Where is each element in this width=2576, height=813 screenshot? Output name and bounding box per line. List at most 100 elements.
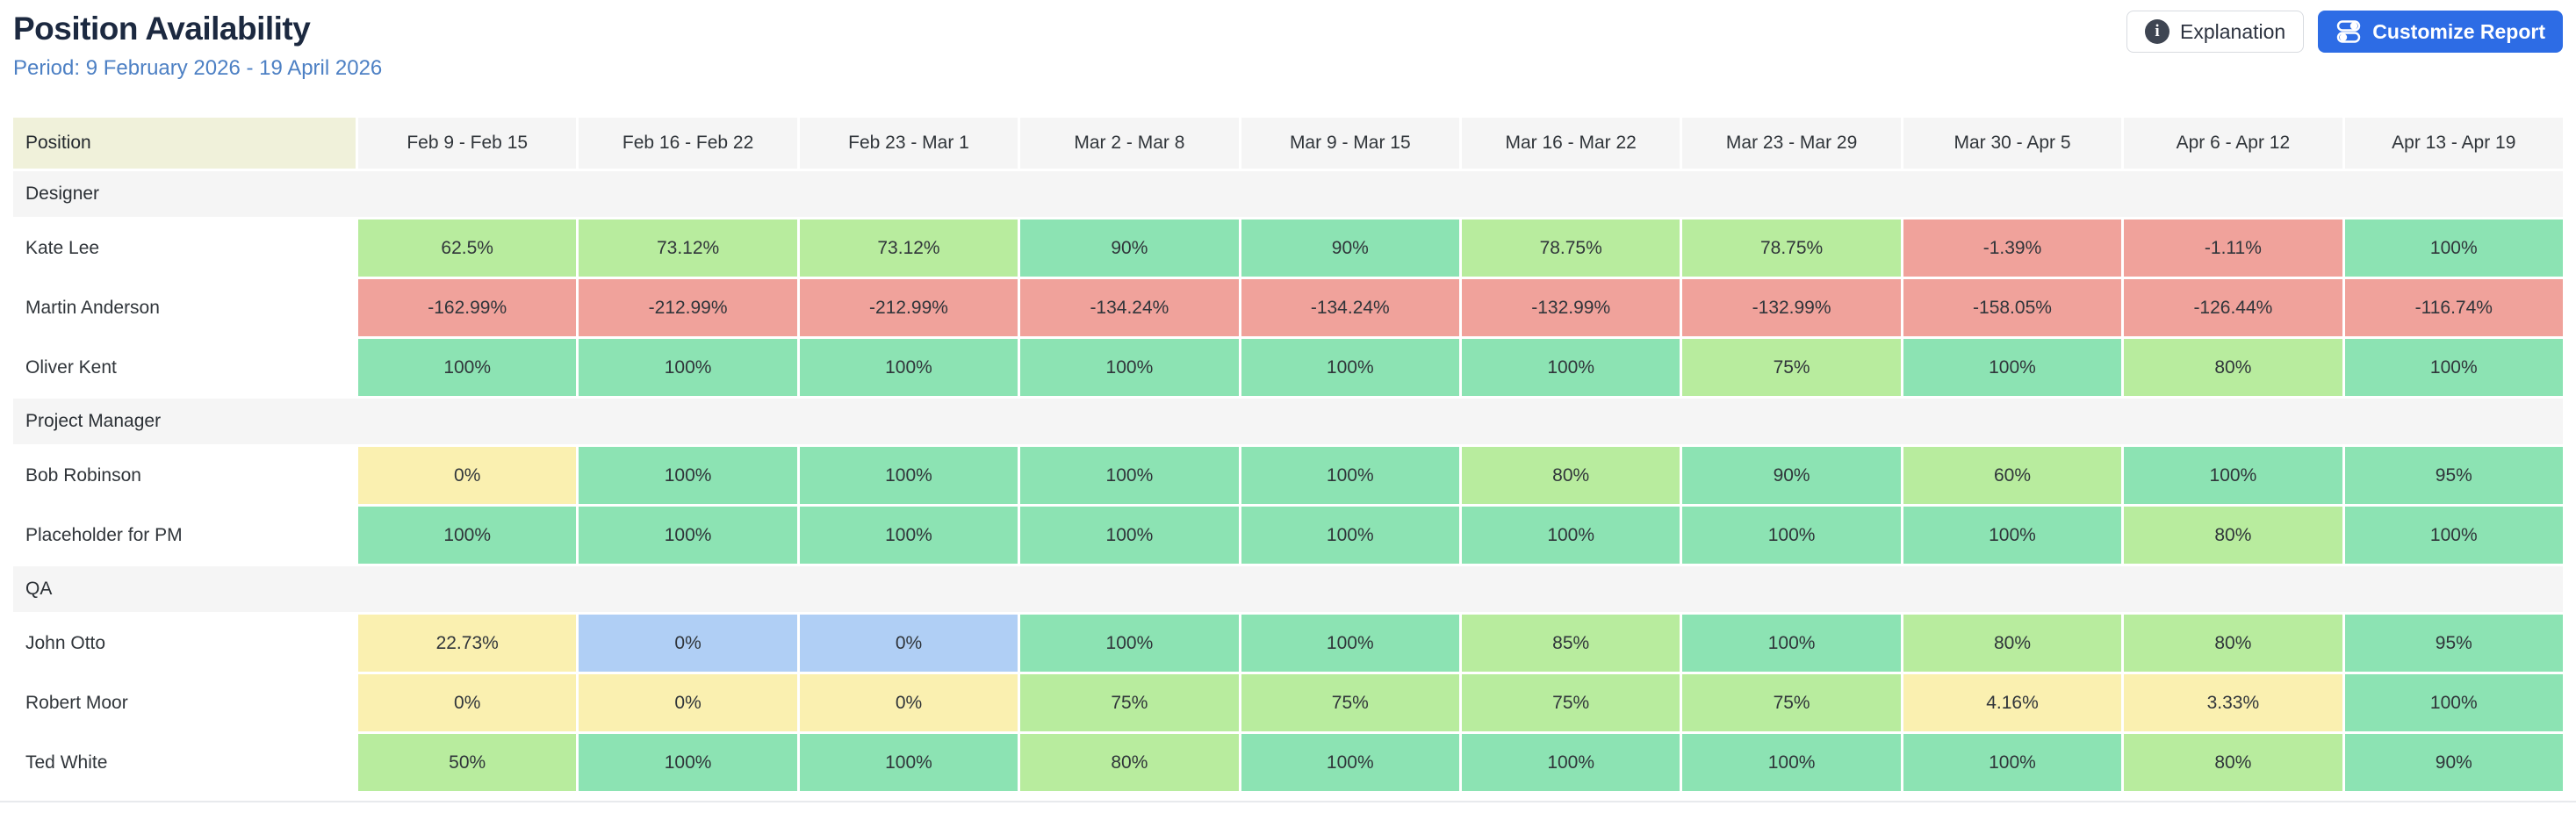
column-header-week-10: Apr 13 - Apr 19 [2344, 118, 2563, 169]
person-name-cell: Kate Lee [13, 219, 356, 277]
availability-cell: -134.24% [1020, 279, 1239, 336]
availability-cell: -132.99% [1461, 279, 1680, 336]
availability-cell: 100% [799, 339, 1018, 396]
explanation-button[interactable]: i Explanation [2126, 11, 2305, 53]
column-header-week-5: Mar 9 - Mar 15 [1241, 118, 1459, 169]
availability-cell: 0% [579, 615, 797, 672]
availability-cell: 100% [579, 339, 797, 396]
person-name-cell: John Otto [13, 615, 356, 672]
column-header-week-4: Mar 2 - Mar 8 [1020, 118, 1239, 169]
column-header-week-9: Apr 6 - Apr 12 [2124, 118, 2342, 169]
availability-cell: 100% [2344, 219, 2563, 277]
column-header-week-3: Feb 23 - Mar 1 [799, 118, 1018, 169]
bottom-divider [0, 801, 2576, 802]
group-row-qa: QA [13, 566, 2563, 612]
availability-cell: 100% [1461, 734, 1680, 791]
availability-cell: 0% [799, 615, 1018, 672]
person-name-cell: Bob Robinson [13, 447, 356, 504]
availability-cell: 100% [579, 734, 797, 791]
page-title: Position Availability [13, 11, 311, 47]
availability-cell: 80% [2124, 339, 2342, 396]
availability-cell: 100% [579, 507, 797, 564]
availability-cell: -1.39% [1903, 219, 2122, 277]
column-header-week-6: Mar 16 - Mar 22 [1461, 118, 1680, 169]
availability-cell: 100% [1682, 734, 1901, 791]
availability-cell: -132.99% [1682, 279, 1901, 336]
availability-cell: -212.99% [799, 279, 1018, 336]
availability-cell: 50% [358, 734, 577, 791]
availability-cell: -116.74% [2344, 279, 2563, 336]
availability-table: Position Feb 9 - Feb 15 Feb 16 - Feb 22 Feb… [13, 118, 2563, 791]
availability-cell: 62.5% [358, 219, 577, 277]
column-header-week-2: Feb 16 - Feb 22 [579, 118, 797, 169]
availability-cell: 90% [1020, 219, 1239, 277]
customize-report-button[interactable]: Customize Report [2318, 11, 2563, 53]
group-row-designer: Designer [13, 171, 2563, 217]
availability-cell: 100% [2344, 507, 2563, 564]
info-icon: i [2145, 19, 2169, 44]
group-row-project-manager: Project Manager [13, 399, 2563, 444]
person-name-cell: Martin Anderson [13, 279, 356, 336]
availability-cell: 100% [2344, 674, 2563, 731]
column-header-week-8: Mar 30 - Apr 5 [1903, 118, 2122, 169]
availability-cell: 100% [2124, 447, 2342, 504]
availability-cell: 100% [1461, 507, 1680, 564]
availability-cell: 100% [1241, 507, 1459, 564]
availability-cell: 95% [2344, 615, 2563, 672]
availability-cell: 4.16% [1903, 674, 2122, 731]
availability-cell: 85% [1461, 615, 1680, 672]
availability-cell: 80% [2124, 507, 2342, 564]
availability-cell: 73.12% [799, 219, 1018, 277]
availability-cell: 75% [1682, 674, 1901, 731]
period-text: Period: 9 February 2026 - 19 April 2026 [13, 56, 383, 80]
availability-cell: 100% [1461, 339, 1680, 396]
top-bar: Position Availability Period: 9 February… [13, 9, 2563, 114]
availability-cell: 80% [1461, 447, 1680, 504]
availability-cell: 100% [1903, 734, 2122, 791]
availability-cell: -1.11% [2124, 219, 2342, 277]
availability-cell: 75% [1241, 674, 1459, 731]
availability-cell: 90% [2344, 734, 2563, 791]
availability-cell: 100% [358, 507, 577, 564]
availability-cell: 78.75% [1461, 219, 1680, 277]
column-header-week-7: Mar 23 - Mar 29 [1682, 118, 1901, 169]
availability-cell: 90% [1682, 447, 1901, 504]
heading-block: Position Availability Period: 9 February… [13, 9, 382, 81]
availability-cell: 100% [1241, 447, 1459, 504]
availability-cell: 0% [579, 674, 797, 731]
person-name-cell: Ted White [13, 734, 356, 791]
availability-cell: 80% [2124, 734, 2342, 791]
availability-cell: 22.73% [358, 615, 577, 672]
availability-cell: 0% [358, 447, 577, 504]
availability-cell: 78.75% [1682, 219, 1901, 277]
availability-cell: 100% [1020, 507, 1239, 564]
availability-cell: 100% [579, 447, 797, 504]
availability-cell: -158.05% [1903, 279, 2122, 336]
availability-cell: 100% [1682, 507, 1901, 564]
availability-cell: 3.33% [2124, 674, 2342, 731]
availability-cell: 100% [1241, 339, 1459, 396]
availability-cell: 100% [1020, 339, 1239, 396]
availability-cell: 0% [358, 674, 577, 731]
availability-cell: 100% [1020, 447, 1239, 504]
availability-cell: 100% [1903, 339, 2122, 396]
availability-cell: 100% [799, 507, 1018, 564]
availability-cell: 0% [799, 674, 1018, 731]
person-name-cell: Placeholder for PM [13, 507, 356, 564]
sliders-icon [2335, 18, 2362, 45]
availability-cell: 100% [799, 734, 1018, 791]
availability-cell: -162.99% [358, 279, 577, 336]
person-name-cell: Robert Moor [13, 674, 356, 731]
availability-cell: -212.99% [579, 279, 797, 336]
availability-cell: 100% [799, 447, 1018, 504]
availability-cell: 75% [1682, 339, 1901, 396]
availability-cell: 80% [2124, 615, 2342, 672]
availability-cell: 73.12% [579, 219, 797, 277]
header-actions: i Explanation Customize Report [2126, 9, 2563, 53]
availability-cell: -126.44% [2124, 279, 2342, 336]
availability-cell: 100% [358, 339, 577, 396]
customize-report-button-label: Customize Report [2372, 19, 2545, 43]
availability-cell: 75% [1461, 674, 1680, 731]
availability-cell: 90% [1241, 219, 1459, 277]
